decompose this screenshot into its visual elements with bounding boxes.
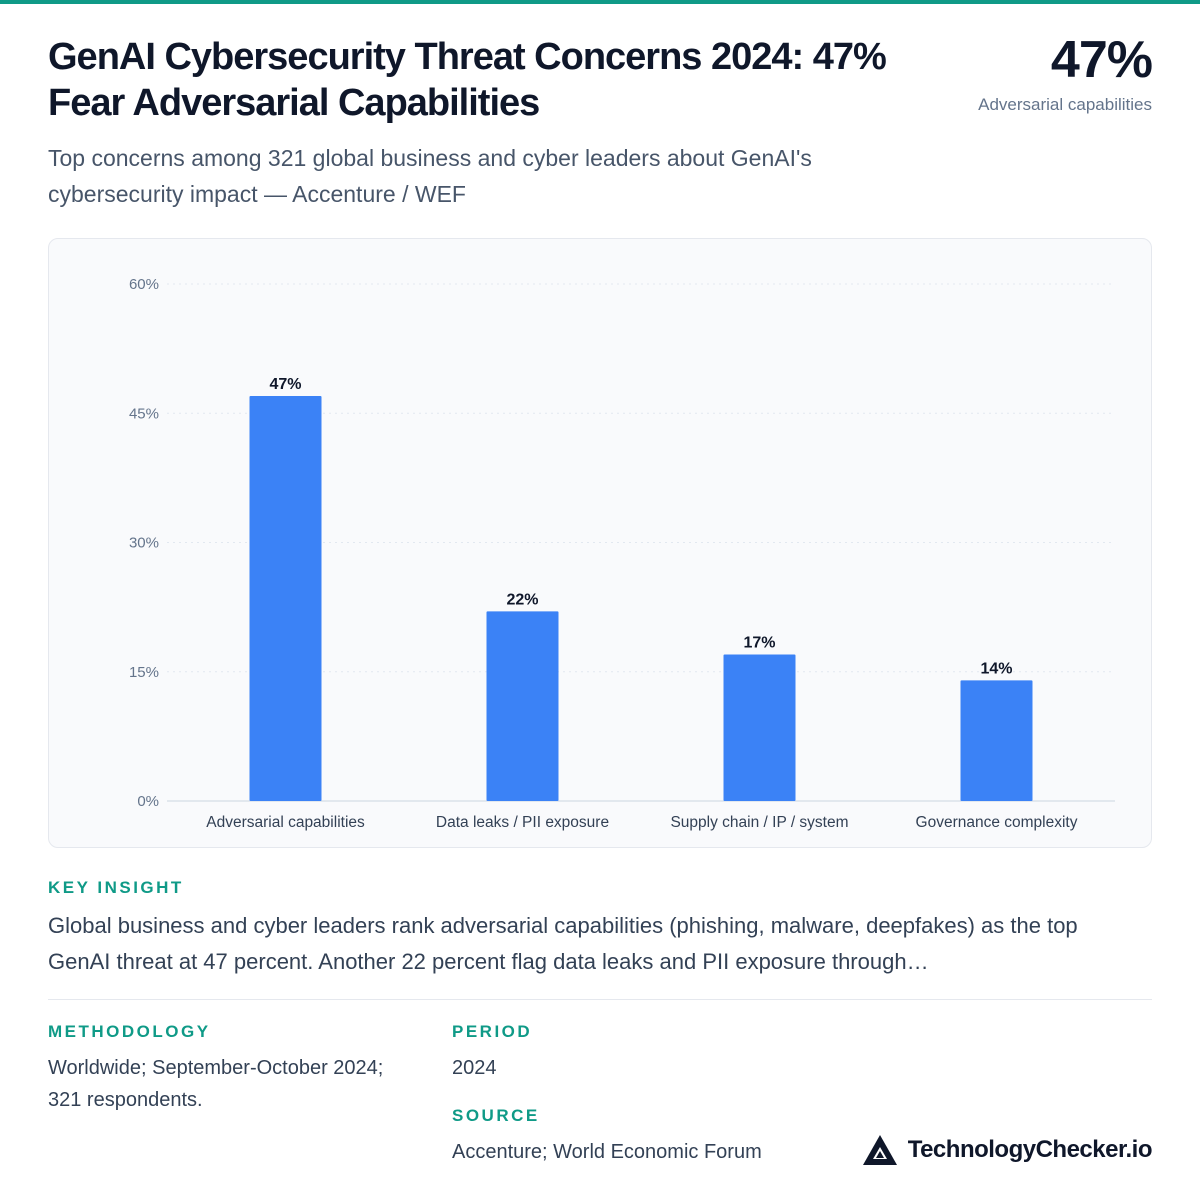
y-tick-label: 15% <box>129 664 159 681</box>
y-tick-label: 30% <box>129 535 159 552</box>
hero-stat-label: Adversarial capabilities <box>978 95 1152 114</box>
period-label: PERIOD <box>452 1022 533 1041</box>
methodology-text: Worldwide; September-October 2024; 321 r… <box>48 1057 384 1111</box>
brand-logo: TechnologyChecker.io <box>862 1134 1153 1166</box>
period-text: 2024 <box>452 1057 497 1079</box>
top-accent-bar <box>0 0 1200 4</box>
bar-value-label: 22% <box>506 591 538 608</box>
y-tick-label: 60% <box>129 276 159 293</box>
hero-stat-value: 47% <box>1050 31 1153 89</box>
bar-chart: 0% 15% 30% 45% 60% 47% Adversarial capabilitie… <box>129 276 1115 831</box>
page-title: GenAI Cybersecurity Threat Concerns 2024… <box>48 36 887 124</box>
key-insight-label: KEY INSIGHT <box>48 878 184 897</box>
page-subtitle: Top concerns among 321 global business a… <box>48 145 812 207</box>
x-tick-label: Adversarial capabilities <box>206 814 365 831</box>
key-insight-text: Global business and cyber leaders rank a… <box>48 913 1078 974</box>
brand-name: TechnologyChecker.io <box>907 1136 1153 1163</box>
y-tick-label: 45% <box>129 405 159 422</box>
chart-card: 0% 15% 30% 45% 60% 47% Adversarial capabilitie… <box>48 238 1152 848</box>
bar <box>723 654 796 801</box>
source-label: SOURCE <box>452 1106 540 1125</box>
bar-value-label: 17% <box>743 635 775 652</box>
y-tick-label: 0% <box>137 793 159 810</box>
x-tick-label: Data leaks / PII exposure <box>436 814 609 831</box>
bar <box>486 611 559 801</box>
x-tick-label: Governance complexity <box>916 814 1078 831</box>
bar-value-label: 14% <box>980 660 1012 677</box>
bar-value-label: 47% <box>269 376 301 393</box>
methodology-label: METHODOLOGY <box>48 1022 211 1041</box>
x-tick-label: Supply chain / IP / system <box>670 814 848 831</box>
bar <box>249 396 322 801</box>
section-divider <box>48 999 1152 1000</box>
triangle-logo-icon <box>862 1135 897 1165</box>
bar <box>960 680 1033 801</box>
source-text: Accenture; World Economic Forum <box>452 1141 762 1163</box>
